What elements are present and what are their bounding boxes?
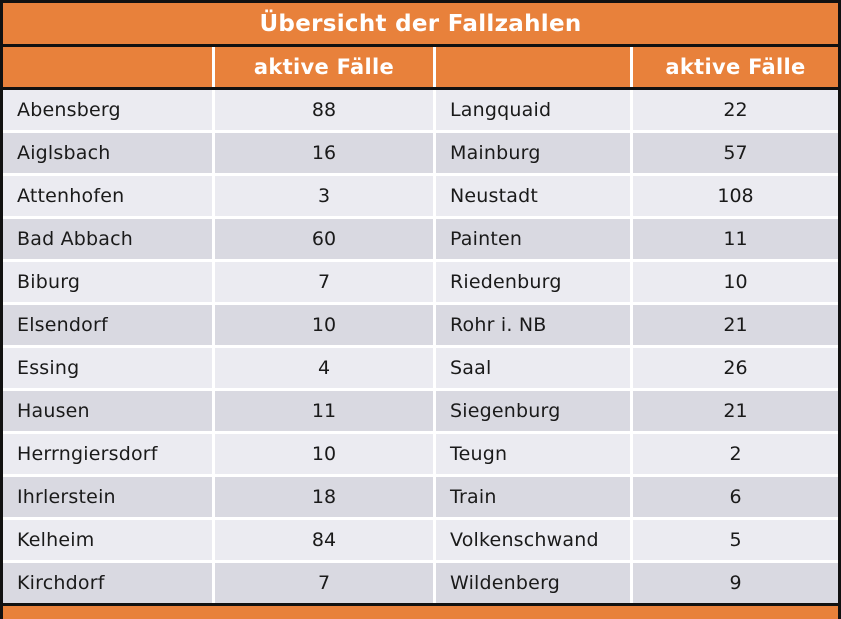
table-header-row: aktive Fälle aktive Fälle [3, 47, 838, 90]
active-cases-cell: 6 [633, 477, 838, 517]
table-row: Biburg 7 Riedenburg 10 [3, 262, 838, 302]
bottom-orange-strip [3, 603, 838, 619]
municipality-cell: Volkenschwand [436, 520, 630, 560]
municipality-cell: Elsendorf [3, 305, 212, 345]
active-cases-cell: 84 [215, 520, 433, 560]
table-row: Aiglsbach 16 Mainburg 57 [3, 133, 838, 173]
active-cases-cell: 21 [633, 305, 838, 345]
table-title: Übersicht der Fallzahlen [3, 3, 838, 47]
table-row: Bad Abbach 60 Painten 11 [3, 219, 838, 259]
municipality-cell: Train [436, 477, 630, 517]
municipality-cell: Ihrlerstein [3, 477, 212, 517]
table-body: Abensberg 88 Langquaid 22 Aiglsbach 16 Mainbur… [3, 90, 838, 603]
municipality-cell: Essing [3, 348, 212, 388]
municipality-cell: Abensberg [3, 90, 212, 130]
active-cases-cell: 3 [215, 176, 433, 216]
municipality-cell: Mainburg [436, 133, 630, 173]
active-cases-cell: 7 [215, 262, 433, 302]
municipality-cell: Hausen [3, 391, 212, 431]
active-cases-cell: 22 [633, 90, 838, 130]
municipality-cell: Neustadt [436, 176, 630, 216]
active-cases-cell: 10 [215, 305, 433, 345]
active-cases-cell: 7 [215, 563, 433, 603]
municipality-cell: Langquaid [436, 90, 630, 130]
municipality-cell: Biburg [3, 262, 212, 302]
active-cases-cell: 9 [633, 563, 838, 603]
municipality-cell: Siegenburg [436, 391, 630, 431]
active-cases-cell: 10 [633, 262, 838, 302]
table-row: Elsendorf 10 Rohr i. NB 21 [3, 305, 838, 345]
active-cases-cell: 18 [215, 477, 433, 517]
active-cases-cell: 26 [633, 348, 838, 388]
active-cases-cell: 21 [633, 391, 838, 431]
header-cell-active-cases-left: aktive Fälle [215, 47, 433, 87]
table-row: Hausen 11 Siegenburg 21 [3, 391, 838, 431]
municipality-cell: Saal [436, 348, 630, 388]
active-cases-cell: 2 [633, 434, 838, 474]
table-row: Attenhofen 3 Neustadt 108 [3, 176, 838, 216]
municipality-cell: Kirchdorf [3, 563, 212, 603]
table-row: Ihrlerstein 18 Train 6 [3, 477, 838, 517]
municipality-cell: Teugn [436, 434, 630, 474]
active-cases-cell: 4 [215, 348, 433, 388]
active-cases-cell: 10 [215, 434, 433, 474]
table-row: Herrngiersdorf 10 Teugn 2 [3, 434, 838, 474]
header-cell-municipality-left [3, 47, 212, 87]
table-row: Kelheim 84 Volkenschwand 5 [3, 520, 838, 560]
municipality-cell: Riedenburg [436, 262, 630, 302]
active-cases-cell: 16 [215, 133, 433, 173]
table-row: Essing 4 Saal 26 [3, 348, 838, 388]
municipality-cell: Rohr i. NB [436, 305, 630, 345]
active-cases-cell: 5 [633, 520, 838, 560]
municipality-cell: Kelheim [3, 520, 212, 560]
municipality-cell: Bad Abbach [3, 219, 212, 259]
municipality-cell: Aiglsbach [3, 133, 212, 173]
table-row: Kirchdorf 7 Wildenberg 9 [3, 563, 838, 603]
table-row: Abensberg 88 Langquaid 22 [3, 90, 838, 130]
municipality-cell: Painten [436, 219, 630, 259]
active-cases-cell: 88 [215, 90, 433, 130]
active-cases-cell: 57 [633, 133, 838, 173]
active-cases-cell: 11 [215, 391, 433, 431]
header-cell-active-cases-right: aktive Fälle [633, 47, 838, 87]
active-cases-cell: 11 [633, 219, 838, 259]
municipality-cell: Wildenberg [436, 563, 630, 603]
municipality-cell: Herrngiersdorf [3, 434, 212, 474]
municipality-cell: Attenhofen [3, 176, 212, 216]
active-cases-cell: 60 [215, 219, 433, 259]
header-cell-municipality-right [436, 47, 630, 87]
active-cases-cell: 108 [633, 176, 838, 216]
